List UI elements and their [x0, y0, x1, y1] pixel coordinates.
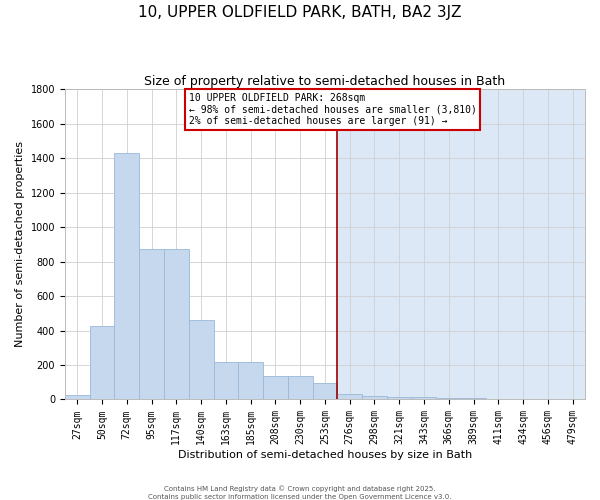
Bar — [65, 395, 89, 400]
Text: Contains HM Land Registry data © Crown copyright and database right 2025.
Contai: Contains HM Land Registry data © Crown c… — [148, 486, 452, 500]
Bar — [189, 320, 214, 400]
Bar — [65, 89, 337, 400]
Bar — [412, 398, 436, 400]
Bar — [535, 399, 560, 400]
Title: Size of property relative to semi-detached houses in Bath: Size of property relative to semi-detach… — [145, 75, 506, 88]
Bar — [214, 362, 238, 400]
Bar — [387, 397, 412, 400]
Bar — [89, 326, 115, 400]
Bar — [164, 250, 189, 400]
Bar — [337, 394, 362, 400]
Bar — [238, 362, 263, 400]
Text: 10, UPPER OLDFIELD PARK, BATH, BA2 3JZ: 10, UPPER OLDFIELD PARK, BATH, BA2 3JZ — [138, 5, 462, 20]
Bar — [511, 399, 535, 400]
Bar — [436, 398, 461, 400]
Bar — [288, 376, 313, 400]
Text: 10 UPPER OLDFIELD PARK: 268sqm
← 98% of semi-detached houses are smaller (3,810): 10 UPPER OLDFIELD PARK: 268sqm ← 98% of … — [189, 92, 476, 126]
X-axis label: Distribution of semi-detached houses by size in Bath: Distribution of semi-detached houses by … — [178, 450, 472, 460]
Bar — [263, 376, 288, 400]
Bar — [461, 398, 486, 400]
Bar — [139, 250, 164, 400]
Bar — [115, 153, 139, 400]
Bar — [362, 396, 387, 400]
Y-axis label: Number of semi-detached properties: Number of semi-detached properties — [15, 142, 25, 348]
Bar — [313, 383, 337, 400]
Bar — [337, 89, 585, 400]
Bar — [486, 398, 511, 400]
